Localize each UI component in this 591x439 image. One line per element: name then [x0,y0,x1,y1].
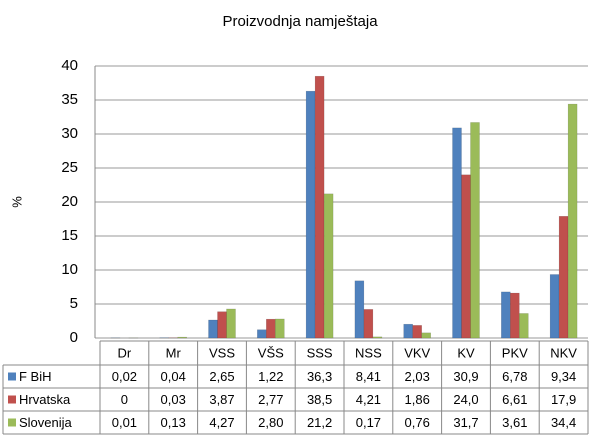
bar [323,193,334,339]
table-cell: 0,04 [161,369,186,384]
y-tick-label: 25 [61,159,78,176]
x-tick-label: Mr [166,345,182,360]
table-cell: 0,01 [112,415,137,430]
y-tick-label: 40 [61,57,78,74]
x-tick-label: Dr [118,345,132,360]
table-cell: 21,2 [307,415,332,430]
bar [314,75,325,339]
table-cell: 4,21 [356,392,381,407]
table-cell: 0,02 [112,369,137,384]
table-cell: 6,78 [502,369,527,384]
x-tick-label: KV [457,345,475,360]
bar [501,291,511,339]
bar [266,318,276,339]
table-cell: 6,61 [502,392,527,407]
x-tick-label: PKV [502,345,528,360]
table-cell: 4,27 [209,415,234,430]
bar [177,336,187,339]
y-tick-label: 35 [61,91,78,108]
bar [208,319,218,339]
legend-swatch [8,418,16,427]
bar [217,311,227,339]
table-cell: 38,5 [307,392,332,407]
table-cell: 1,22 [258,369,283,384]
bar [567,103,578,339]
table-cell: 0,13 [161,415,186,430]
x-tick-label: NKV [550,345,577,360]
table-cell: 0,76 [405,415,430,430]
table-cell: 9,34 [551,369,576,384]
chart-title: Proizvodnja namještaja [222,13,378,30]
bar [461,174,471,339]
table-cell: 3,87 [209,392,234,407]
table-cell: 3,61 [502,415,527,430]
x-tick-label: VŠS [258,345,284,360]
legend-label: Hrvatska [19,392,71,407]
table-cell: 8,41 [356,369,381,384]
table-cell: 1,86 [405,392,430,407]
table-cell: 0,03 [161,392,186,407]
bar [275,318,285,339]
legend-label: F BiH [19,369,52,384]
bar [510,292,520,339]
table-cell: 0,17 [356,415,381,430]
bar [354,280,365,339]
x-tick-label: VSS [209,345,235,360]
legend-label: Slovenija [19,415,73,430]
table-cell: 2,80 [258,415,283,430]
bar [421,332,431,339]
x-tick-label: NSS [355,345,382,360]
bar [452,127,462,339]
bar [470,122,480,339]
y-tick-label: 10 [61,261,78,278]
legend-swatch [8,372,16,381]
y-axis-label: % [9,196,24,208]
bar [257,329,267,339]
table-cell: 36,3 [307,369,332,384]
table-cell: 2,65 [209,369,234,384]
legend-swatch [8,395,16,404]
bar [412,325,422,339]
table-cell: 30,9 [453,369,478,384]
table-cell: 24,0 [453,392,478,407]
bar [372,336,383,339]
x-tick-label: VKV [404,345,430,360]
bar [519,313,529,339]
y-tick-label: 20 [61,193,78,210]
y-tick-label: 5 [70,295,78,312]
table-cell: 2,77 [258,392,283,407]
table-cell: 17,9 [551,392,576,407]
bar [558,216,569,339]
table-cell: 34,4 [551,415,576,430]
y-tick-label: 30 [61,125,78,142]
bar [363,309,374,339]
bar [403,323,413,339]
y-tick-label: 0 [70,329,78,346]
bar [226,308,236,339]
y-tick-label: 15 [61,227,78,244]
table-cell: 2,03 [405,369,430,384]
bar [549,274,560,339]
x-tick-label: SSS [307,345,333,360]
bar [305,90,316,339]
table-cell: 0 [121,392,128,407]
table-cell: 31,7 [453,415,478,430]
